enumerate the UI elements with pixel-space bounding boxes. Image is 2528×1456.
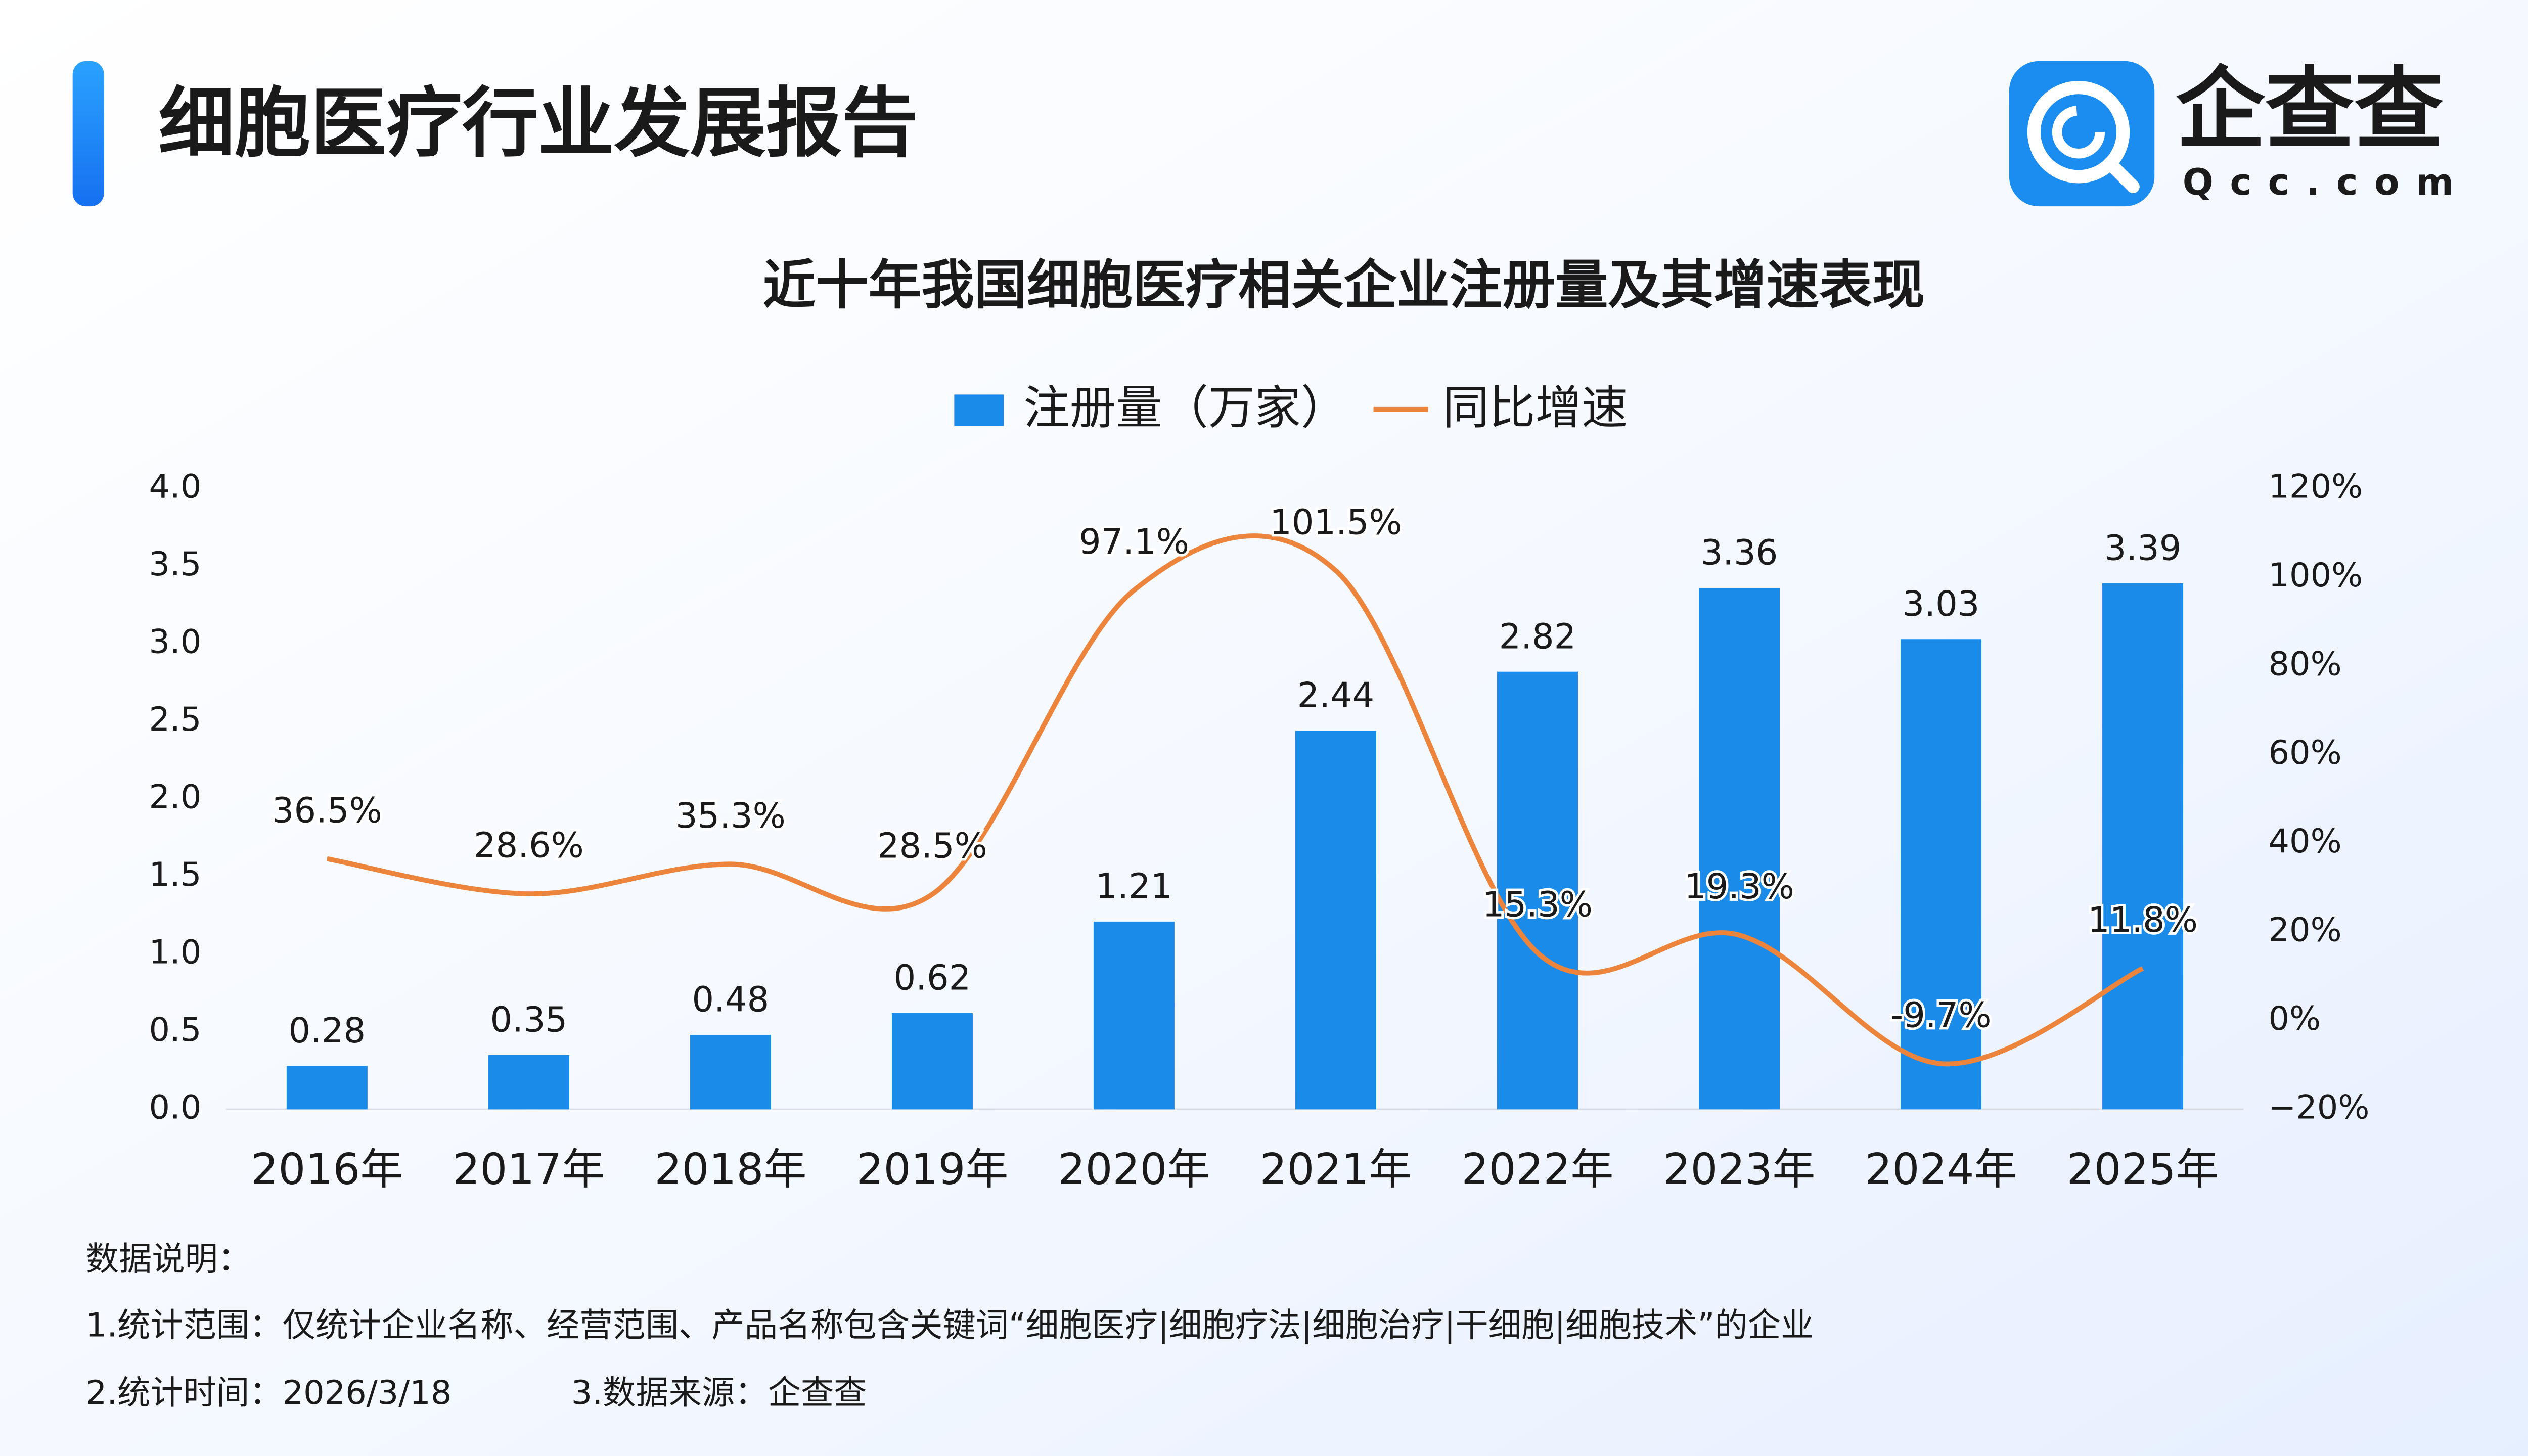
bar [286,1066,368,1110]
bar [1901,639,1982,1110]
x-tick-label: 2018年 [654,1145,806,1195]
bar-value-label: 2.82 [1499,616,1576,657]
bar-value-label: 2.44 [1297,675,1375,716]
bar [1497,671,1578,1110]
y2-tick-label: 40% [2269,822,2342,860]
line-value-label: 36.5% [272,790,382,831]
bar-value-label: 1.21 [1096,867,1173,907]
line-value-label: 15.3% [1482,884,1593,925]
plot: 0.0 0.5 1.0 1.5 2.0 2.5 3.0 3.5 4.0 −20% 0% 20% 40% 6… [149,468,2370,1195]
legend-swatch [954,394,1004,426]
bar [488,1055,569,1110]
bar-value-label: 3.39 [2104,528,2182,568]
logo-ring [2027,81,2130,184]
y-tick-label: 1.5 [149,855,202,894]
y-tick-label: 4.0 [149,468,202,506]
brand-url: Qcc.com [2183,161,2470,203]
y2-tick-label: 20% [2269,911,2342,949]
notes-scope: 1.统计范围：仅统计企业名称、经营范围、产品名称包含关键词“细胞医疗|细胞疗法|… [86,1306,1814,1344]
legend-label: 同比增速 [1443,381,1628,435]
growth-line [327,533,2144,1067]
line-value-label: 28.6% [474,826,584,866]
bar [1295,731,1376,1110]
legend: 注册量（万家） 同比增速 [954,381,1628,435]
y2-tick-label: −20% [2269,1088,2370,1126]
y-tick-label: 0.5 [149,1011,202,1049]
x-tick-label: 2022年 [1462,1145,1614,1195]
legend-label: 注册量（万家） [1023,381,1347,435]
y-tick-label: 3.5 [149,545,202,583]
page-title: 细胞医疗行业发展报告 [158,80,918,168]
line-value-label: 11.8% [2088,900,2198,940]
x-tick-label: 2021年 [1260,1145,1412,1195]
bar-value-label: 0.28 [289,1011,366,1051]
line-value-label: 97.1% [1079,522,1189,562]
y2-tick-label: 60% [2269,734,2342,772]
y-tick-label: 2.0 [149,778,202,816]
bar [891,1013,973,1110]
bar-value-label: 0.35 [490,1000,568,1040]
notes-source: 3.数据来源：企查查 [571,1374,867,1412]
y-tick-label: 3.0 [149,623,202,661]
x-tick-label: 2020年 [1058,1145,1210,1195]
logo-handle [2103,157,2140,194]
bar [1093,921,1175,1110]
y-tick-label: 2.5 [149,700,202,739]
line-value-label: 101.5% [1270,502,1402,542]
y-tick-label: 1.0 [149,933,202,971]
line-value-label: 28.5% [877,826,987,867]
x-tick-label: 2023年 [1663,1145,1816,1195]
y2-tick-label: 100% [2269,556,2363,595]
y2-tick-label: 80% [2269,645,2342,683]
y-tick-label: 0.0 [149,1088,202,1126]
line-value-label: -9.7% [1891,995,1992,1036]
x-tick-label: 2025年 [2067,1145,2219,1195]
y2-tick-label: 120% [2269,468,2363,506]
bar-value-label: 0.62 [894,958,971,998]
bar-value-label: 3.36 [1701,533,1778,573]
notes-time: 2.统计时间：2026/3/18 [86,1374,452,1412]
chart-title: 近十年我国细胞医疗相关企业注册量及其增速表现 [763,254,1925,316]
x-tick-label: 2016年 [251,1145,403,1195]
logo-c [2052,105,2105,159]
bar [690,1034,771,1110]
line-value-label: 35.3% [675,796,786,836]
bar-value-label: 0.48 [692,980,770,1020]
y2-tick-label: 0% [2269,999,2321,1038]
notes-heading: 数据说明： [86,1240,251,1279]
title-accent [72,61,104,207]
bar [1699,587,1780,1110]
x-tick-label: 2019年 [856,1145,1008,1195]
x-tick-label: 2024年 [1865,1145,2017,1195]
brand-name: 企查查 [2176,57,2444,161]
line-value-label: 19.3% [1684,867,1794,907]
x-tick-label: 2017年 [453,1145,605,1195]
bar [2102,583,2184,1110]
bar-value-label: 3.03 [1903,584,1980,624]
